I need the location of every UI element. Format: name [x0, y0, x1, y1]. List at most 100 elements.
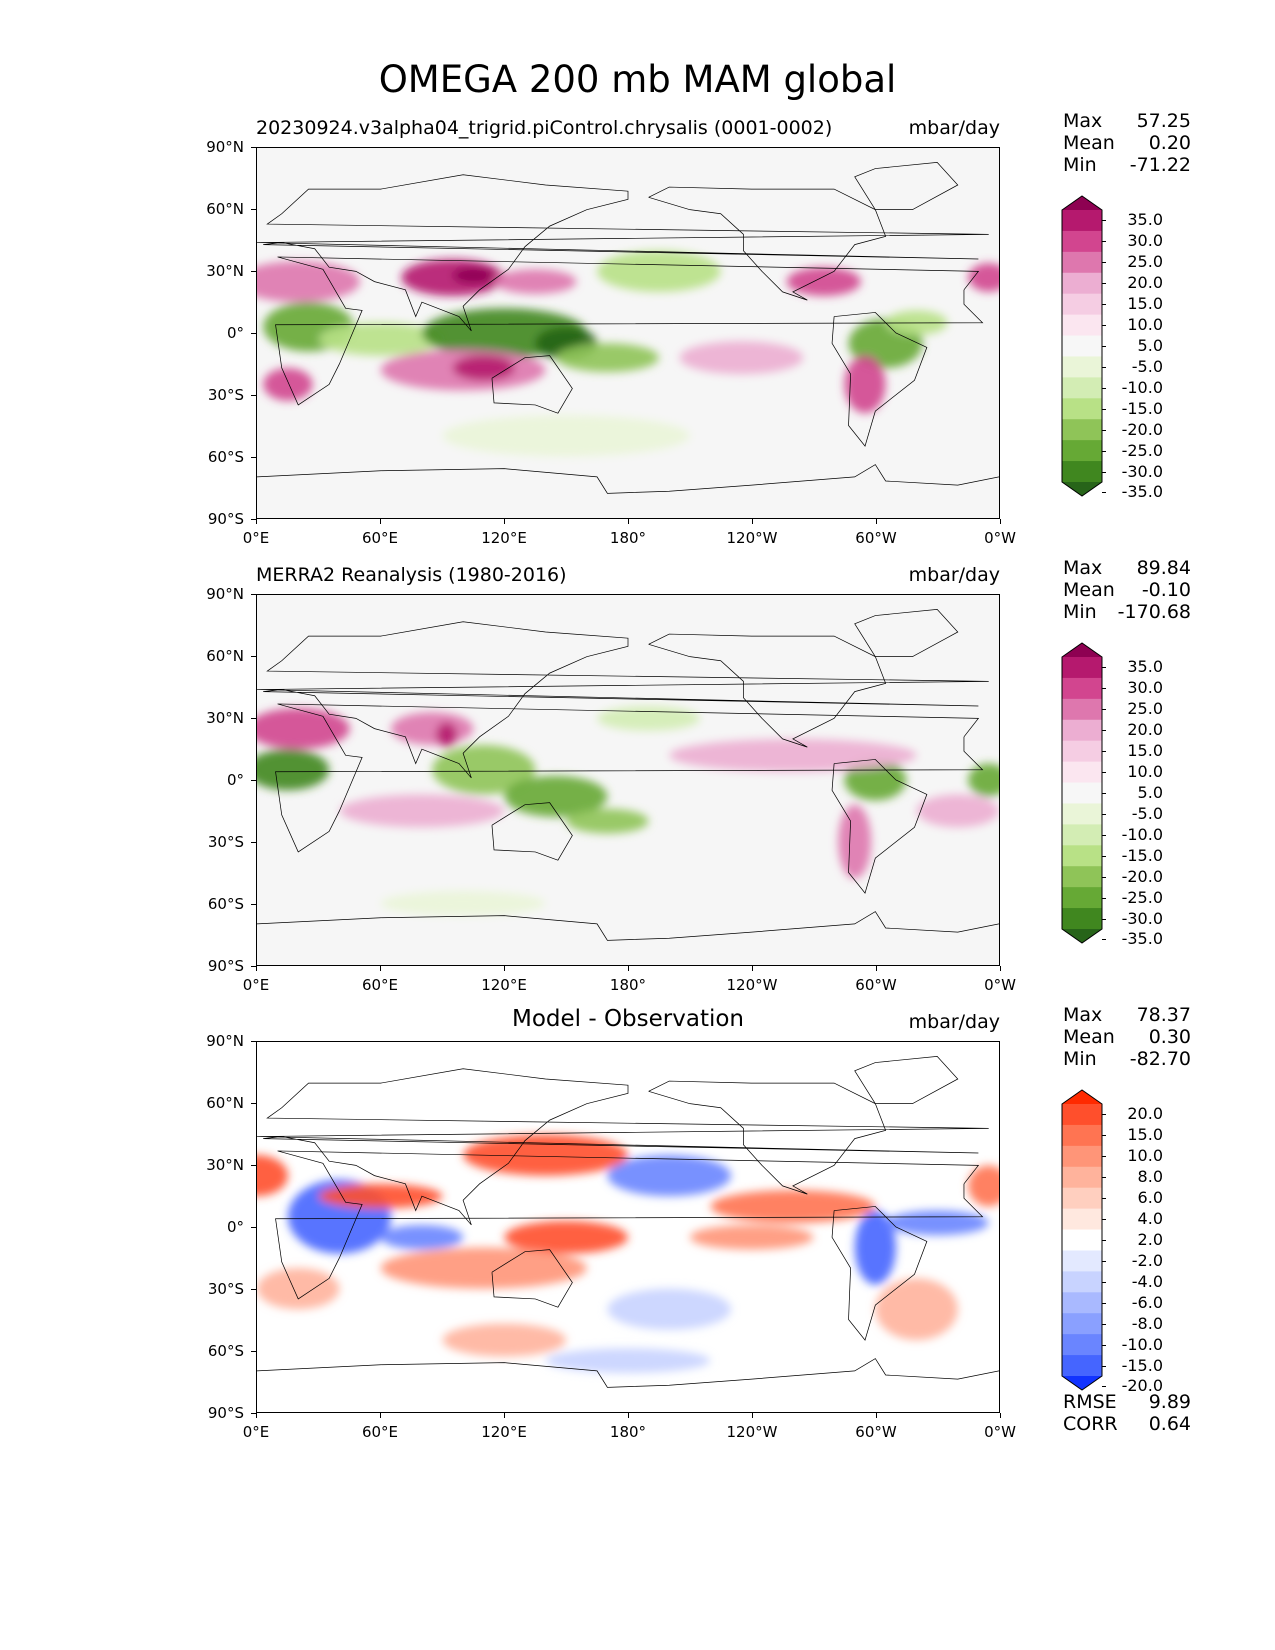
- y-tick-mark: [251, 1413, 256, 1414]
- y-tick-label: 30°S: [207, 833, 244, 851]
- panel-subtitle: Model - Observation: [511, 1006, 745, 1032]
- colorbar-tick: [1102, 1386, 1106, 1388]
- colorbar-segment: [1062, 698, 1102, 721]
- field-blob: [263, 367, 313, 401]
- stat-key: Min: [1063, 601, 1097, 623]
- y-tick-label: 90°S: [207, 957, 244, 975]
- colorbar-label: -15.0: [1121, 1355, 1163, 1375]
- y-tick-label: 0°: [226, 1218, 244, 1236]
- colorbar-label: 25.0: [1127, 252, 1163, 272]
- field-blob: [838, 804, 872, 879]
- colorbar-outline: [1061, 195, 1103, 497]
- colorbar-extend-max: [1062, 1090, 1102, 1104]
- stat-mean: Mean 0.30: [1063, 1026, 1191, 1048]
- y-tick-label: 90°S: [207, 510, 244, 528]
- colorbar-segment: [1062, 1313, 1102, 1335]
- colorbar-segment: [1062, 657, 1102, 679]
- colorbar-segment: [1062, 1166, 1102, 1189]
- coastline: [275, 1150, 984, 1300]
- colorbar-label: 8.0: [1137, 1167, 1163, 1187]
- colorbar-segment: [1062, 440, 1102, 462]
- colorbar-label: 20.0: [1127, 720, 1163, 740]
- colorbar-segment: [1062, 1208, 1102, 1231]
- colorbar-tick: [1102, 1135, 1106, 1137]
- colorbar-segment: [1062, 824, 1102, 846]
- colorbar-tick: [1102, 1177, 1106, 1179]
- colorbar-label: -20.0: [1121, 1376, 1163, 1396]
- colorbar-segment: [1062, 887, 1102, 909]
- x-tick-mark: [504, 1413, 505, 1418]
- coastline: [257, 911, 999, 941]
- figure-title: OMEGA 200 mb MAM global: [378, 58, 897, 101]
- colorbar-tick: [1102, 1219, 1106, 1221]
- colorbar-segment: [1062, 866, 1102, 888]
- colorbar-label: 30.0: [1127, 231, 1163, 251]
- field-blob: [432, 745, 536, 795]
- colorbar-tick: [1102, 1323, 1106, 1325]
- colorbar-tick: [1102, 241, 1106, 243]
- coastline: [257, 1358, 999, 1388]
- colorbar-segment: [1062, 1104, 1102, 1126]
- field-blob: [916, 794, 999, 828]
- field-blob: [786, 267, 861, 296]
- colorbar-tick: [1102, 688, 1106, 690]
- field-blob: [452, 355, 515, 381]
- x-tick-mark: [504, 966, 505, 971]
- colorbar-segment: [1062, 677, 1102, 700]
- stat-key: RMSE: [1063, 1391, 1117, 1413]
- colorbar-tick: [1102, 408, 1106, 410]
- y-tick-label: 90°N: [206, 1032, 244, 1050]
- field-blob: [885, 1210, 989, 1236]
- colorbar-label: 35.0: [1127, 210, 1163, 230]
- stat-value: 9.89: [1148, 1391, 1191, 1413]
- colorbar-label: 15.0: [1127, 1125, 1163, 1145]
- x-tick-label: 60°W: [855, 1423, 897, 1441]
- x-tick-label: 180°: [609, 976, 647, 994]
- colorbar-segment: [1062, 314, 1102, 337]
- x-tick-label: 120°W: [726, 529, 778, 547]
- stat-key: Min: [1063, 154, 1097, 176]
- stat-min: Min -82.70: [1063, 1048, 1191, 1070]
- field-blob: [844, 355, 886, 414]
- colorbar-segment: [1062, 845, 1102, 867]
- y-tick-mark: [251, 842, 256, 843]
- colorbar-label: -10.0: [1121, 377, 1163, 397]
- colorbar-label: -20.0: [1121, 419, 1163, 439]
- field-blob: [452, 267, 495, 284]
- x-tick-label: 60°E: [361, 1423, 399, 1441]
- x-tick-mark: [380, 519, 381, 524]
- x-tick-mark: [1000, 1413, 1001, 1418]
- colorbar-segment: [1062, 740, 1102, 763]
- stat-min: Min -170.68: [1063, 601, 1191, 623]
- colorbar-tick: [1102, 876, 1106, 878]
- stat-value: 0.20: [1148, 132, 1191, 154]
- stat-value: 89.84: [1136, 557, 1191, 579]
- colorbar-label: 20.0: [1127, 1104, 1163, 1124]
- colorbar-segment: [1062, 1250, 1102, 1272]
- colorbar-segment: [1062, 377, 1102, 399]
- colorbar-tick: [1102, 855, 1106, 857]
- coastline: [831, 759, 928, 894]
- coastline: [275, 256, 984, 406]
- colorbar-tick: [1102, 897, 1106, 899]
- colorbar: [1061, 1089, 1103, 1395]
- coastline: [491, 1249, 573, 1308]
- x-tick-label: 120°E: [481, 529, 527, 547]
- x-tick-label: 0°W: [984, 529, 1016, 547]
- colorbar-segment: [1062, 1355, 1102, 1377]
- colorbar-tick: [1102, 1198, 1106, 1200]
- y-tick-mark: [251, 457, 256, 458]
- panel-subtitle: 20230924.v3alpha04_trigrid.piControl.chr…: [256, 117, 833, 139]
- coastline: [648, 633, 887, 748]
- colorbar-tick: [1102, 1260, 1106, 1262]
- x-tick-label: 60°E: [361, 976, 399, 994]
- colorbar-label: -15.0: [1121, 845, 1163, 865]
- x-tick-label: 120°E: [481, 1423, 527, 1441]
- y-tick-label: 30°S: [207, 1280, 244, 1298]
- colorbar-label: 5.0: [1137, 783, 1163, 802]
- colorbar-tick: [1102, 304, 1106, 306]
- x-tick-label: 60°W: [855, 976, 897, 994]
- coastline: [491, 802, 573, 861]
- x-tick-label: 0°E: [242, 529, 270, 547]
- field-blob: [968, 763, 999, 797]
